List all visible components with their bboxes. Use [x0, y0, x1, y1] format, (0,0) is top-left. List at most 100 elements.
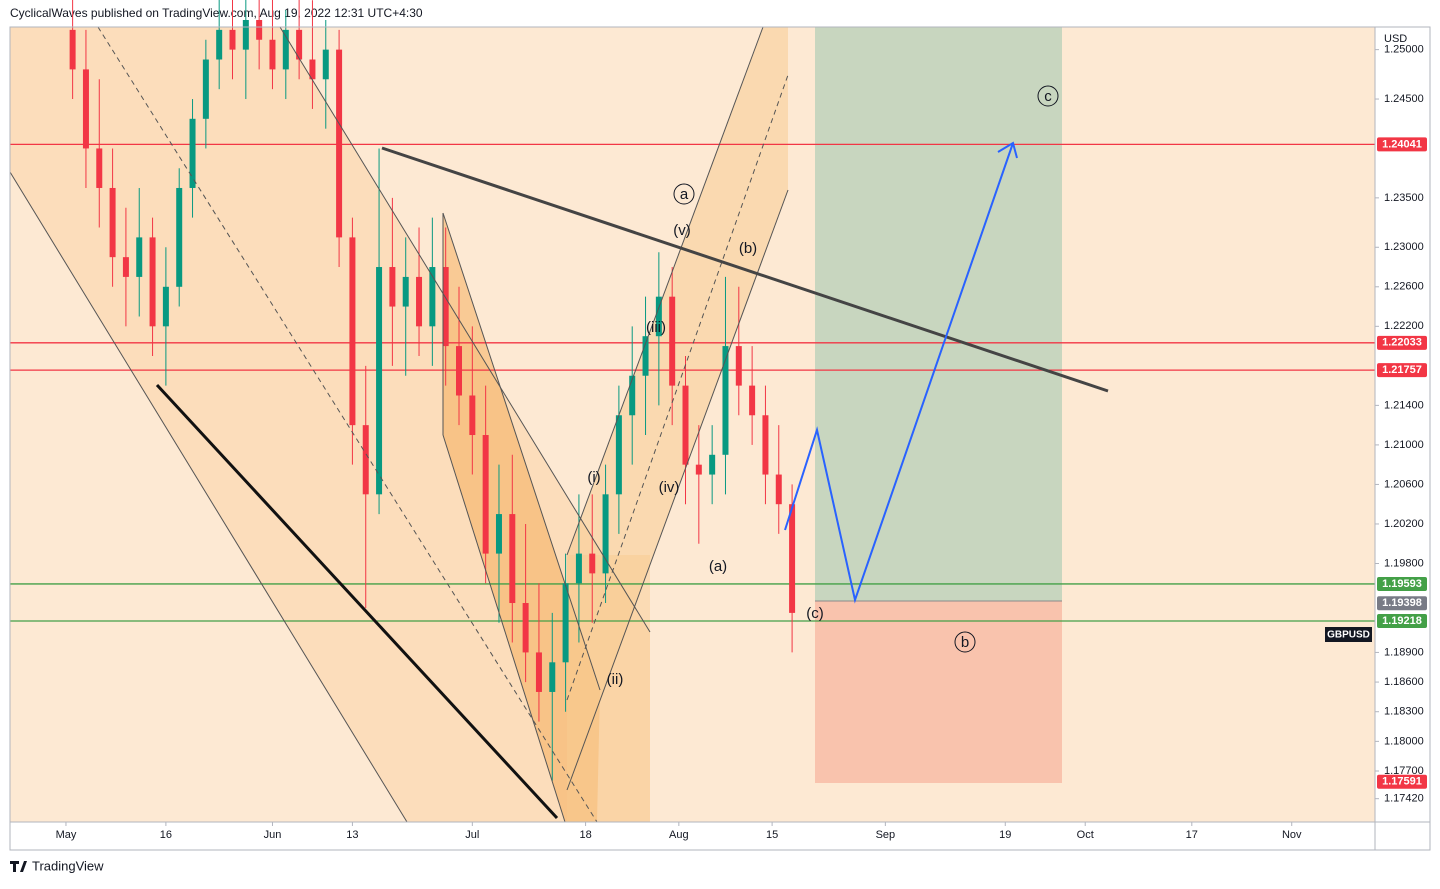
candle-body [176, 187, 183, 287]
candle-body [229, 29, 236, 50]
candle-body [522, 603, 529, 653]
candle-body [282, 29, 289, 70]
candle-body [709, 454, 716, 475]
annotation: (c) [806, 605, 824, 622]
target-zone [815, 27, 1062, 601]
candle-body [82, 69, 89, 149]
candle-body [669, 296, 676, 386]
candle-body [535, 652, 542, 692]
candle-body [136, 237, 143, 277]
annotation: b [961, 634, 969, 651]
y-tick-label: 1.17700 [1384, 765, 1424, 777]
candles [69, 0, 796, 781]
levels [10, 143, 1375, 622]
level-tag [1377, 614, 1427, 629]
y-tick-label: 1.22600 [1384, 281, 1424, 293]
x-tick-label: Nov [1282, 829, 1302, 841]
y-tick-label: 1.25000 [1384, 44, 1424, 56]
symbol-tag [1325, 627, 1372, 642]
annotation: (iv) [659, 479, 680, 496]
candle-body [322, 49, 329, 80]
trend-line [279, 26, 651, 633]
candle-body [789, 504, 796, 613]
level-tag [1377, 335, 1427, 350]
x-tick-label: 15 [766, 829, 778, 841]
annotation: (a) [709, 558, 727, 575]
level-tag [1377, 363, 1427, 378]
y-tick-label: 1.18900 [1384, 646, 1424, 658]
price-axis [1375, 27, 1430, 822]
channel-fill [10, 27, 650, 822]
annotation: a [680, 186, 689, 203]
symbol-label: GBPUSD [1327, 630, 1370, 641]
candle-body [389, 267, 396, 307]
candle-body [162, 286, 169, 327]
level-label: 1.19593 [1382, 578, 1422, 590]
candle-body [749, 385, 756, 416]
candle-body [402, 276, 409, 307]
trend-line [442, 212, 601, 691]
candle-body [575, 553, 582, 584]
stop-zone [815, 601, 1062, 783]
annotation: c [1044, 88, 1052, 105]
level-tag [1377, 596, 1427, 611]
candle-body [349, 237, 356, 426]
annotation-circle [1037, 85, 1059, 107]
frame [9, 26, 1431, 851]
level-label: 1.19398 [1382, 597, 1422, 609]
candle-body [695, 464, 702, 475]
y-tick-label: 1.22200 [1384, 320, 1424, 332]
y-tick-label: 1.17420 [1384, 793, 1424, 805]
candle-body [762, 415, 769, 475]
candle-body [309, 59, 316, 80]
brand: TradingView [32, 858, 104, 873]
x-tick-label: May [56, 829, 77, 841]
candle-body [589, 553, 596, 574]
candle-body [336, 49, 343, 238]
y-tick-label: 1.19800 [1384, 557, 1424, 569]
x-tick-label: Oct [1077, 829, 1094, 841]
level-tag [1377, 137, 1427, 152]
candle-body [482, 435, 489, 554]
x-tick-label: Sep [876, 829, 896, 841]
candle-body [429, 267, 436, 327]
annotation: (b) [739, 240, 757, 257]
level-tag [1377, 576, 1427, 591]
range-fill [567, 555, 650, 822]
header: CyclicalWaves published on TradingView.c… [10, 6, 423, 20]
y-tick-label: 1.18600 [1384, 676, 1424, 688]
candle-body [735, 346, 742, 386]
candle-body [122, 257, 129, 277]
annotation: (ii) [607, 671, 624, 688]
candle-body [562, 583, 569, 663]
trend-line [566, 189, 789, 791]
trend-line [155, 383, 559, 820]
drawings [9, 26, 1109, 823]
candle-body [456, 346, 463, 396]
currency: USD [1384, 33, 1407, 45]
y-tick-label: 1.23500 [1384, 192, 1424, 204]
level-label: 1.21757 [1382, 364, 1422, 376]
candle-body [376, 267, 383, 495]
annotation-circle [954, 631, 976, 653]
channel-fill [443, 213, 600, 822]
y-tick-label: 1.24500 [1384, 93, 1424, 105]
x-tick-label: 18 [579, 829, 591, 841]
candle-body [242, 19, 249, 50]
x-tick-label: 16 [160, 829, 172, 841]
y-tick-label: 1.21400 [1384, 399, 1424, 411]
trend-line [9, 171, 408, 823]
x-tick-label: 17 [1186, 829, 1198, 841]
level-label: 1.22033 [1382, 337, 1422, 349]
level-tag [1377, 774, 1427, 789]
x-tick-label: Aug [669, 829, 689, 841]
annotation-circle [673, 183, 695, 205]
candle-body [629, 375, 636, 416]
candle-body [682, 385, 689, 465]
candle-body [469, 395, 476, 436]
candle-body [362, 425, 369, 495]
candle-body [416, 276, 423, 327]
x-tick-label: 13 [346, 829, 358, 841]
trend-line [442, 434, 566, 823]
